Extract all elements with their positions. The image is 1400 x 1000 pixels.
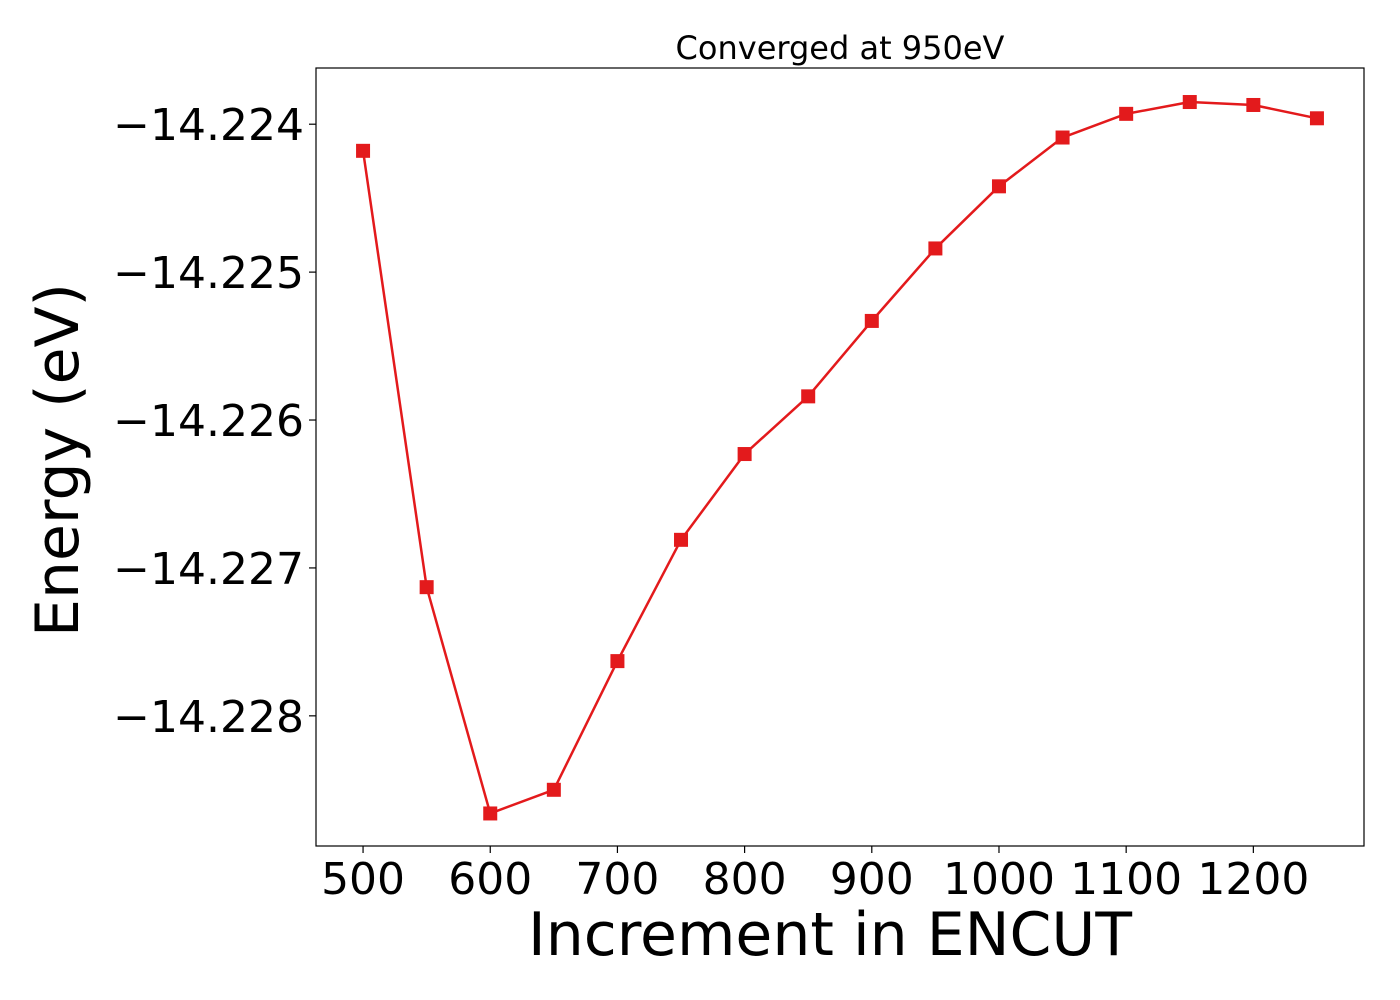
series-line [361, 100, 1318, 815]
y-tick-label: −14.228 [113, 692, 304, 743]
x-tick-label: 900 [830, 854, 914, 905]
x-axis-ticks: 500 600 700 800 900 1000 1100 1200 [321, 846, 1309, 905]
y-tick-label: −14.227 [113, 544, 304, 595]
y-axis-label: Energy (eV) [23, 283, 93, 637]
data-point-marker [1246, 97, 1261, 112]
x-tick-label: 600 [448, 854, 532, 905]
data-point-marker [801, 389, 816, 404]
plot-frame [315, 67, 1365, 847]
data-point-marker [546, 782, 561, 797]
plot-area [316, 68, 1364, 846]
x-tick-label: 1000 [943, 854, 1055, 905]
x-tick-label: 700 [575, 854, 659, 905]
data-point-marker [1182, 95, 1197, 110]
data-point-marker [610, 654, 625, 669]
y-axis-ticks: −14.224 −14.225 −14.226 −14.227 −14.228 [113, 100, 316, 743]
data-point-marker [928, 241, 943, 256]
data-point-marker [1119, 106, 1134, 121]
data-point-marker [864, 313, 879, 328]
data-point-marker [991, 179, 1006, 194]
data-point-marker [356, 143, 371, 158]
data-point-marker [737, 447, 752, 462]
x-tick-label: 500 [321, 854, 405, 905]
data-point-marker [419, 580, 434, 595]
x-tick-label: 1100 [1070, 854, 1182, 905]
y-tick-label: −14.225 [113, 248, 304, 299]
x-axis-label: Increment in ENCUT [528, 900, 1132, 970]
data-point-marker [1309, 111, 1324, 126]
x-tick-label: 1200 [1197, 854, 1309, 905]
chart-title: Converged at 950eV [676, 29, 1005, 67]
data-point-marker [483, 806, 498, 821]
y-tick-label: −14.224 [113, 100, 304, 151]
data-point-marker [674, 532, 689, 547]
y-tick-label: −14.226 [113, 396, 304, 447]
series-layer [356, 95, 1324, 821]
x-tick-label: 800 [703, 854, 787, 905]
data-point-marker [1055, 130, 1070, 145]
